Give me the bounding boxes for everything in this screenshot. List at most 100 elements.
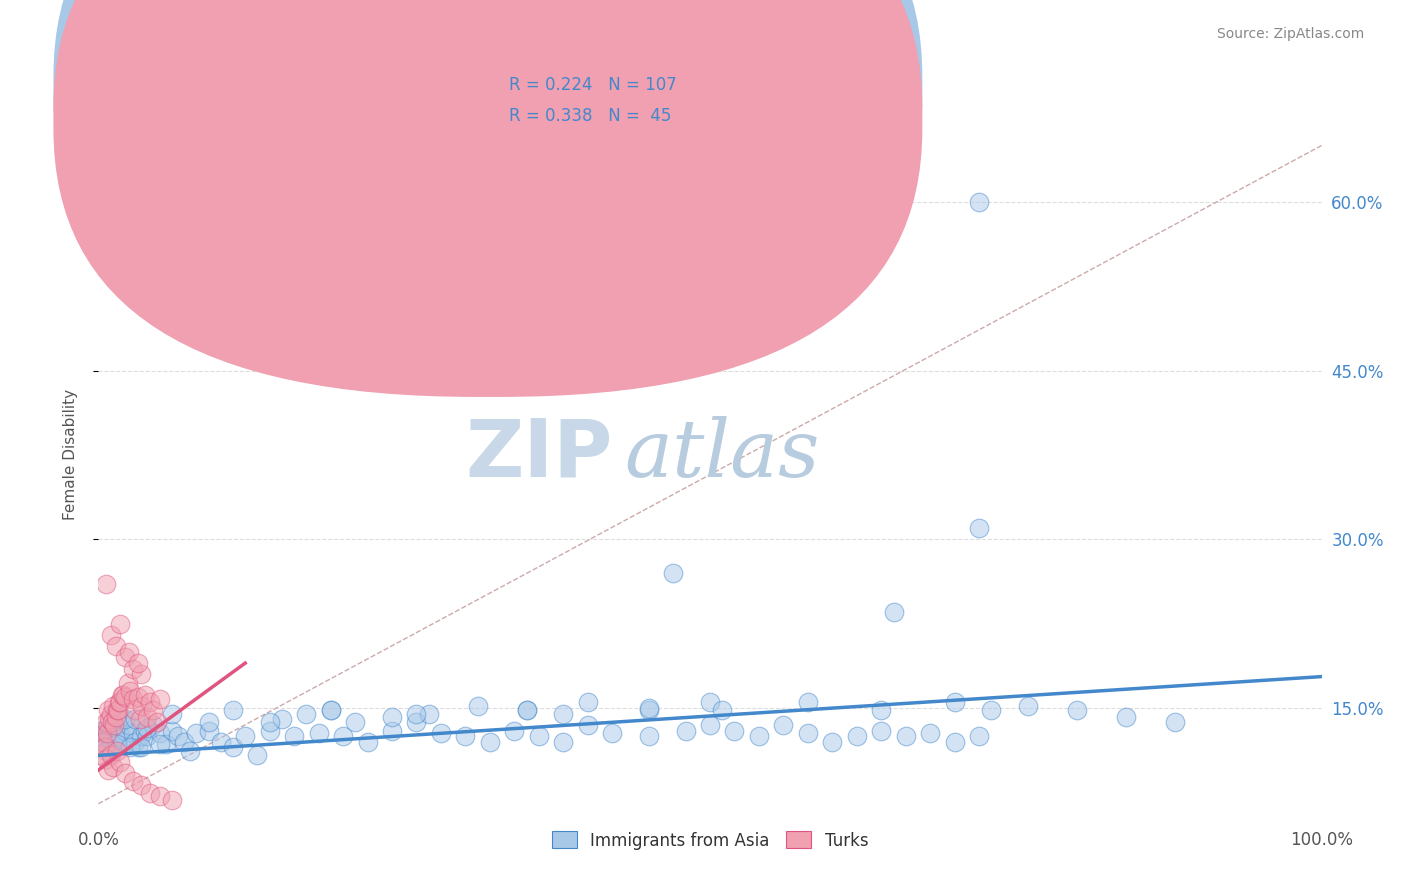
Point (723, 723, 745, 738)
Point (149, 692, 172, 706)
Text: IMMIGRANTS FROM ASIA VS TURKISH FEMALE DISABILITY CORRELATION CHART: IMMIGRANTS FROM ASIA VS TURKISH FEMALE D… (56, 27, 862, 45)
Point (418, 706, 440, 721)
Point (98, 729, 121, 743)
Point (186, 726, 208, 740)
Point (91, 735, 114, 749)
Point (381, 710, 404, 724)
Point (308, 726, 330, 740)
Point (114, 766, 136, 780)
Point (1115, 710, 1137, 724)
Point (943, 696, 966, 710)
Point (94, 744, 117, 758)
Point (222, 740, 245, 755)
Point (90, 748, 112, 763)
Point (356, 735, 378, 749)
Point (430, 726, 453, 740)
Point (149, 789, 172, 803)
Legend: Immigrants from Asia, Turks: Immigrants from Asia, Turks (546, 825, 875, 856)
Point (142, 718, 165, 732)
Point (127, 740, 149, 755)
Point (91, 726, 114, 740)
Point (454, 729, 477, 743)
Point (662, 566, 685, 580)
Point (100, 726, 122, 740)
Point (111, 735, 134, 749)
Point (637, 701, 661, 715)
Point (139, 696, 162, 710)
Point (100, 628, 122, 642)
Point (110, 729, 132, 743)
Point (142, 703, 165, 717)
Text: ZIP: ZIP (465, 416, 612, 494)
Point (114, 723, 136, 738)
Point (515, 703, 537, 717)
Point (100, 748, 122, 763)
Point (246, 748, 269, 763)
Point (845, 729, 868, 743)
Point (91, 729, 114, 743)
Point (98, 712, 121, 726)
Point (870, 723, 893, 738)
Point (155, 737, 177, 751)
Point (283, 729, 305, 743)
Point (478, 735, 501, 749)
Point (173, 735, 195, 749)
Point (103, 718, 125, 732)
Point (120, 684, 142, 698)
Point (101, 714, 124, 729)
Point (967, 194, 990, 209)
Point (93, 732, 115, 747)
Point (943, 735, 966, 749)
Point (97, 763, 120, 777)
Point (821, 735, 844, 749)
Point (101, 698, 124, 713)
Point (344, 714, 367, 729)
Point (114, 650, 136, 665)
Point (121, 726, 143, 740)
Point (748, 729, 770, 743)
Point (101, 718, 124, 732)
Point (94, 752, 117, 766)
Point (97, 703, 120, 717)
Point (405, 706, 427, 721)
Point (105, 744, 128, 758)
Point (600, 726, 623, 740)
Point (134, 723, 156, 738)
Point (127, 690, 149, 704)
Point (94, 577, 117, 591)
Point (149, 726, 172, 740)
Point (111, 688, 134, 702)
Point (105, 703, 128, 717)
Point (1164, 714, 1187, 729)
Point (894, 729, 917, 743)
Text: R = 0.338   N =  45: R = 0.338 N = 45 (509, 107, 671, 125)
Point (97, 723, 120, 738)
Point (104, 639, 127, 653)
Point (160, 706, 183, 721)
Point (129, 740, 152, 755)
Point (129, 729, 152, 743)
Point (967, 729, 990, 743)
Point (149, 737, 172, 751)
Point (96, 729, 118, 743)
Point (319, 703, 342, 717)
Point (129, 667, 152, 681)
Point (160, 723, 183, 738)
Point (90, 723, 112, 738)
Point (105, 737, 128, 751)
Text: Source: ZipAtlas.com: Source: ZipAtlas.com (1216, 27, 1364, 41)
Point (129, 778, 152, 792)
Point (124, 712, 146, 726)
Point (110, 755, 132, 769)
Point (101, 759, 124, 773)
Point (131, 698, 153, 713)
Point (124, 703, 146, 717)
Point (381, 723, 404, 738)
Point (553, 735, 575, 749)
Point (107, 703, 129, 717)
Point (97, 718, 120, 732)
Point (136, 729, 159, 743)
Point (553, 706, 575, 721)
Point (117, 676, 139, 690)
Point (94, 714, 117, 729)
